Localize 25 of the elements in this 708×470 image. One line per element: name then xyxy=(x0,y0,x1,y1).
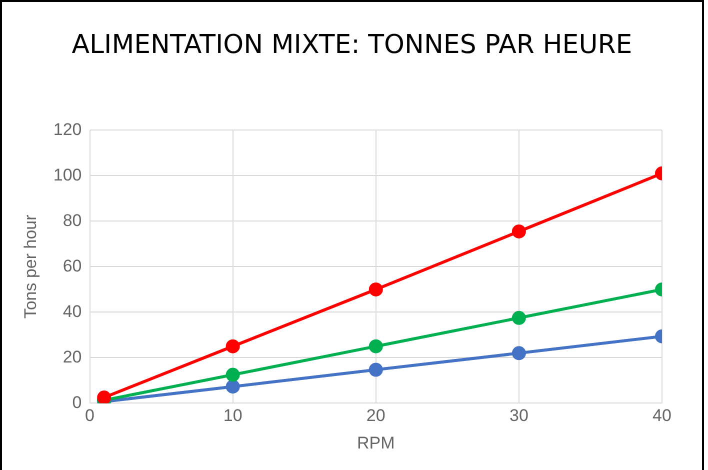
point xyxy=(368,282,383,296)
point xyxy=(226,368,240,382)
point xyxy=(226,380,240,394)
y-axis-title: Tons per hour xyxy=(20,214,40,319)
point xyxy=(368,362,383,377)
chart-title: ALIMENTATION MIXTE: TONNES PAR HEURE xyxy=(70,30,634,60)
point xyxy=(512,224,526,238)
x-tick-label: 40 xyxy=(652,406,672,426)
y-tick-label: 100 xyxy=(53,165,82,184)
x-tick-label: 20 xyxy=(366,406,386,426)
y-tick-label: 80 xyxy=(62,210,82,230)
point xyxy=(368,339,383,354)
y-tick-label: 0 xyxy=(72,392,82,412)
y-tick-label: 40 xyxy=(62,302,82,321)
y-tick-label: 20 xyxy=(62,347,82,366)
point xyxy=(512,310,526,325)
x-tick-label: 10 xyxy=(223,406,242,426)
x-tick-label: 0 xyxy=(85,406,94,426)
point xyxy=(512,346,526,360)
y-tick-label: 120 xyxy=(53,120,82,139)
point xyxy=(226,339,240,354)
y-tick-label: 60 xyxy=(62,256,82,276)
x-axis-title: RPM xyxy=(356,433,395,452)
x-tick-label: 30 xyxy=(509,406,528,426)
point xyxy=(97,390,112,404)
